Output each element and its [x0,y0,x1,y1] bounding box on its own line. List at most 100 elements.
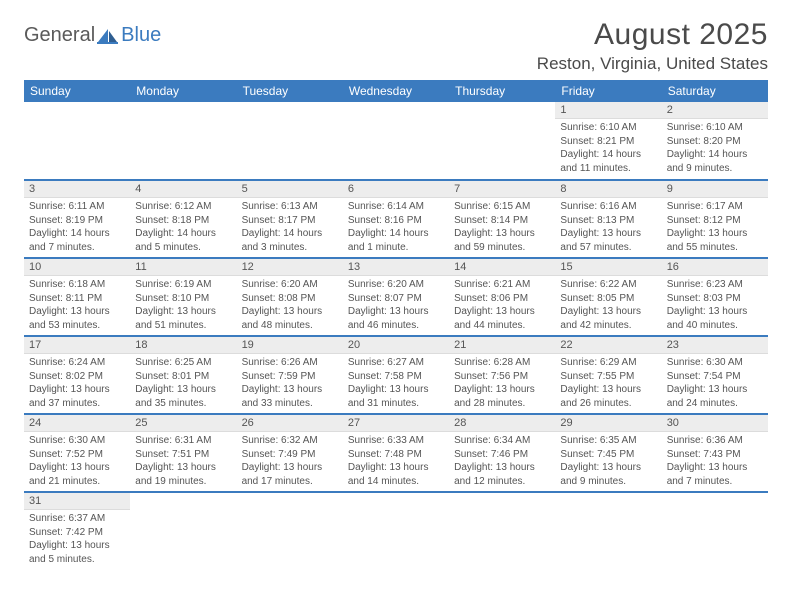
sunset-line: Sunset: 8:02 PM [29,371,103,382]
brand-logo: General Blue [24,18,161,47]
day-details: Sunrise: 6:12 AMSunset: 8:18 PMDaylight:… [130,198,236,257]
sunrise-line: Sunrise: 6:32 AM [242,435,318,446]
sunrise-line: Sunrise: 6:26 AM [242,357,318,368]
calendar-day-cell: 5Sunrise: 6:13 AMSunset: 8:17 PMDaylight… [237,180,343,258]
sunrise-line: Sunrise: 6:37 AM [29,513,105,524]
calendar-day-cell: 1Sunrise: 6:10 AMSunset: 8:21 PMDaylight… [555,102,661,180]
day-number: 30 [662,415,768,432]
day-number: 27 [343,415,449,432]
calendar-day-cell: 4Sunrise: 6:12 AMSunset: 8:18 PMDaylight… [130,180,236,258]
sunset-line: Sunset: 8:10 PM [135,293,209,304]
sunrise-line: Sunrise: 6:22 AM [560,279,636,290]
calendar-week-row: 1Sunrise: 6:10 AMSunset: 8:21 PMDaylight… [24,102,768,180]
daylight-line: Daylight: 13 hours and 46 minutes. [348,306,429,331]
day-number: 5 [237,181,343,198]
header: General Blue August 2025 Reston, Virgini… [24,18,768,74]
calendar-day-cell: 21Sunrise: 6:28 AMSunset: 7:56 PMDayligh… [449,336,555,414]
calendar-day-cell [130,102,236,180]
sunrise-line: Sunrise: 6:30 AM [667,357,743,368]
day-number: 1 [555,102,661,119]
day-number: 26 [237,415,343,432]
day-number: 19 [237,337,343,354]
calendar-day-cell: 8Sunrise: 6:16 AMSunset: 8:13 PMDaylight… [555,180,661,258]
daylight-line: Daylight: 14 hours and 5 minutes. [135,228,216,253]
daylight-line: Daylight: 13 hours and 12 minutes. [454,462,535,487]
day-number: 22 [555,337,661,354]
calendar-day-cell: 30Sunrise: 6:36 AMSunset: 7:43 PMDayligh… [662,414,768,492]
calendar-body: 1Sunrise: 6:10 AMSunset: 8:21 PMDaylight… [24,102,768,570]
weekday-header: Wednesday [343,80,449,102]
daylight-line: Daylight: 14 hours and 7 minutes. [29,228,110,253]
calendar-day-cell [24,102,130,180]
day-details: Sunrise: 6:37 AMSunset: 7:42 PMDaylight:… [24,510,130,569]
day-details: Sunrise: 6:35 AMSunset: 7:45 PMDaylight:… [555,432,661,491]
sunrise-line: Sunrise: 6:27 AM [348,357,424,368]
sunrise-line: Sunrise: 6:11 AM [29,201,104,212]
daylight-line: Daylight: 14 hours and 9 minutes. [667,149,748,174]
day-number: 7 [449,181,555,198]
sunset-line: Sunset: 8:18 PM [135,215,209,226]
calendar-day-cell: 23Sunrise: 6:30 AMSunset: 7:54 PMDayligh… [662,336,768,414]
daylight-line: Daylight: 13 hours and 33 minutes. [242,384,323,409]
calendar-week-row: 31Sunrise: 6:37 AMSunset: 7:42 PMDayligh… [24,492,768,570]
calendar-day-cell: 17Sunrise: 6:24 AMSunset: 8:02 PMDayligh… [24,336,130,414]
calendar-day-cell: 2Sunrise: 6:10 AMSunset: 8:20 PMDaylight… [662,102,768,180]
sunset-line: Sunset: 7:56 PM [454,371,528,382]
sunrise-line: Sunrise: 6:19 AM [135,279,211,290]
daylight-line: Daylight: 13 hours and 48 minutes. [242,306,323,331]
sunset-line: Sunset: 8:07 PM [348,293,422,304]
daylight-line: Daylight: 13 hours and 53 minutes. [29,306,110,331]
day-number: 24 [24,415,130,432]
calendar-day-cell: 19Sunrise: 6:26 AMSunset: 7:59 PMDayligh… [237,336,343,414]
day-details: Sunrise: 6:30 AMSunset: 7:54 PMDaylight:… [662,354,768,413]
daylight-line: Daylight: 13 hours and 57 minutes. [560,228,641,253]
sunset-line: Sunset: 7:46 PM [454,449,528,460]
day-details: Sunrise: 6:25 AMSunset: 8:01 PMDaylight:… [130,354,236,413]
sunset-line: Sunset: 7:52 PM [29,449,103,460]
calendar-day-cell: 20Sunrise: 6:27 AMSunset: 7:58 PMDayligh… [343,336,449,414]
calendar-day-cell [237,492,343,570]
day-details: Sunrise: 6:14 AMSunset: 8:16 PMDaylight:… [343,198,449,257]
weekday-header: Tuesday [237,80,343,102]
calendar-day-cell: 7Sunrise: 6:15 AMSunset: 8:14 PMDaylight… [449,180,555,258]
calendar-day-cell: 9Sunrise: 6:17 AMSunset: 8:12 PMDaylight… [662,180,768,258]
weekday-header: Monday [130,80,236,102]
day-details: Sunrise: 6:17 AMSunset: 8:12 PMDaylight:… [662,198,768,257]
calendar-day-cell [343,492,449,570]
sunset-line: Sunset: 7:43 PM [667,449,741,460]
daylight-line: Daylight: 13 hours and 28 minutes. [454,384,535,409]
sunrise-line: Sunrise: 6:18 AM [29,279,105,290]
daylight-line: Daylight: 13 hours and 59 minutes. [454,228,535,253]
sail-icon [97,28,119,44]
weekday-header: Saturday [662,80,768,102]
day-details: Sunrise: 6:28 AM Sunset: 7:56 PM Daylight:… [449,354,555,413]
weekday-header: Sunday [24,80,130,102]
title-block: August 2025 Reston, Virginia, United Sta… [537,18,768,74]
daylight-line: Daylight: 13 hours and 24 minutes. [667,384,748,409]
calendar-day-cell: 3Sunrise: 6:11 AMSunset: 8:19 PMDaylight… [24,180,130,258]
sunrise-line: Sunrise: 6:28 AM [454,357,530,368]
daylight-line: Daylight: 13 hours and 55 minutes. [667,228,748,253]
day-details: Sunrise: 6:22 AMSunset: 8:05 PMDaylight:… [555,276,661,335]
calendar-week-row: 10Sunrise: 6:18 AMSunset: 8:11 PMDayligh… [24,258,768,336]
calendar-day-cell: 13Sunrise: 6:20 AMSunset: 8:07 PMDayligh… [343,258,449,336]
calendar-table: SundayMondayTuesdayWednesdayThursdayFrid… [24,80,768,570]
sunrise-line: Sunrise: 6:16 AM [560,201,636,212]
day-number: 2 [662,102,768,119]
weekday-header: Friday [555,80,661,102]
day-number: 8 [555,181,661,198]
day-details: Sunrise: 6:29 AMSunset: 7:55 PMDaylight:… [555,354,661,413]
calendar-day-cell [130,492,236,570]
daylight-line: Daylight: 13 hours and 9 minutes. [560,462,641,487]
calendar-day-cell: 31Sunrise: 6:37 AMSunset: 7:42 PMDayligh… [24,492,130,570]
sunrise-line: Sunrise: 6:10 AM [667,122,743,133]
sunset-line: Sunset: 8:01 PM [135,371,209,382]
sunrise-line: Sunrise: 6:29 AM [560,357,636,368]
weekday-header-row: SundayMondayTuesdayWednesdayThursdayFrid… [24,80,768,102]
calendar-day-cell: 15Sunrise: 6:22 AMSunset: 8:05 PMDayligh… [555,258,661,336]
sunset-line: Sunset: 7:45 PM [560,449,634,460]
calendar-week-row: 17Sunrise: 6:24 AMSunset: 8:02 PMDayligh… [24,336,768,414]
calendar-day-cell: 11Sunrise: 6:19 AMSunset: 8:10 PMDayligh… [130,258,236,336]
day-details: Sunrise: 6:31 AMSunset: 7:51 PMDaylight:… [130,432,236,491]
day-details: Sunrise: 6:20 AMSunset: 8:07 PMDaylight:… [343,276,449,335]
